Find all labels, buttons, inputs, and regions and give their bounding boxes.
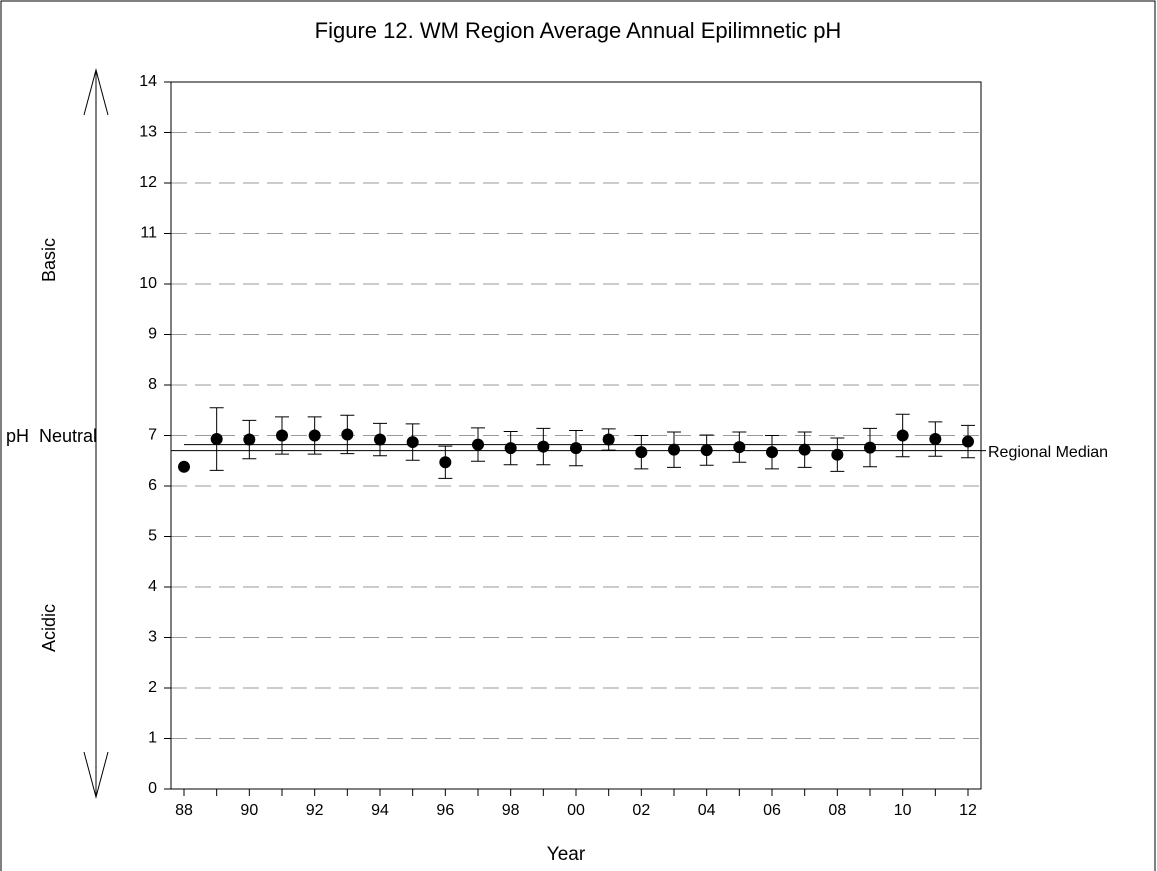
point — [864, 441, 876, 454]
side-arrow — [83, 68, 109, 799]
x-tick-label: 88 — [175, 802, 193, 819]
y-tick-label: 2 — [148, 679, 157, 696]
y-tick-label: 8 — [148, 376, 157, 393]
point — [798, 443, 811, 456]
y-tick-label: 10 — [139, 275, 157, 292]
x-tick-label: 10 — [894, 802, 912, 819]
y-tick-label: 14 — [139, 73, 157, 90]
x-tick-label: 94 — [371, 802, 389, 819]
x-tick-label: 12 — [959, 802, 977, 819]
point — [602, 433, 615, 446]
point — [276, 429, 288, 442]
x-axis-label: Year — [547, 844, 586, 865]
y-tick-label: 4 — [148, 578, 157, 595]
point — [341, 428, 354, 441]
point — [308, 429, 321, 442]
point — [178, 460, 190, 473]
x-tick-label: 02 — [632, 802, 650, 819]
x-tick-label: 00 — [567, 802, 585, 819]
point — [406, 436, 419, 449]
point — [537, 440, 550, 453]
x-tick-label: 04 — [698, 802, 716, 819]
x-tick-label: 08 — [828, 802, 846, 819]
y-tick-label: 6 — [148, 477, 157, 494]
point — [962, 435, 974, 448]
y-tick-label: 3 — [148, 629, 157, 646]
point — [831, 448, 844, 461]
chart-title: Figure 12. WM Region Average Annual Epil… — [315, 18, 842, 43]
x-tick-label: 90 — [240, 802, 258, 819]
point — [929, 433, 942, 446]
y-tick-label: 5 — [148, 528, 157, 545]
annotation: Acidic — [39, 604, 59, 652]
point — [439, 456, 452, 469]
x-tick-label: 98 — [502, 802, 520, 819]
point — [700, 444, 713, 457]
y-tick-label: 1 — [148, 730, 157, 747]
point — [668, 443, 680, 456]
annotation: pH Neutral — [6, 426, 97, 446]
annotation: Basic — [39, 238, 59, 282]
point — [733, 441, 746, 454]
point — [472, 438, 484, 451]
y-tick-label: 9 — [148, 326, 157, 343]
y-tick-label: 11 — [140, 225, 157, 242]
point — [504, 442, 517, 455]
x-tick-label: 92 — [306, 802, 324, 819]
x-tick-label: 96 — [436, 802, 454, 819]
median-label: Regional Median — [988, 444, 1108, 461]
point — [210, 433, 223, 446]
point — [635, 446, 648, 459]
point — [896, 429, 909, 442]
y-tick-label: 7 — [148, 427, 157, 444]
x-tick-label: 06 — [763, 802, 781, 819]
point — [570, 442, 582, 455]
y-tick-label: 13 — [139, 124, 157, 141]
point — [766, 446, 778, 459]
point — [374, 433, 386, 446]
point — [243, 433, 256, 446]
y-tick-label: 0 — [148, 780, 157, 797]
y-tick-label: 12 — [139, 174, 157, 191]
